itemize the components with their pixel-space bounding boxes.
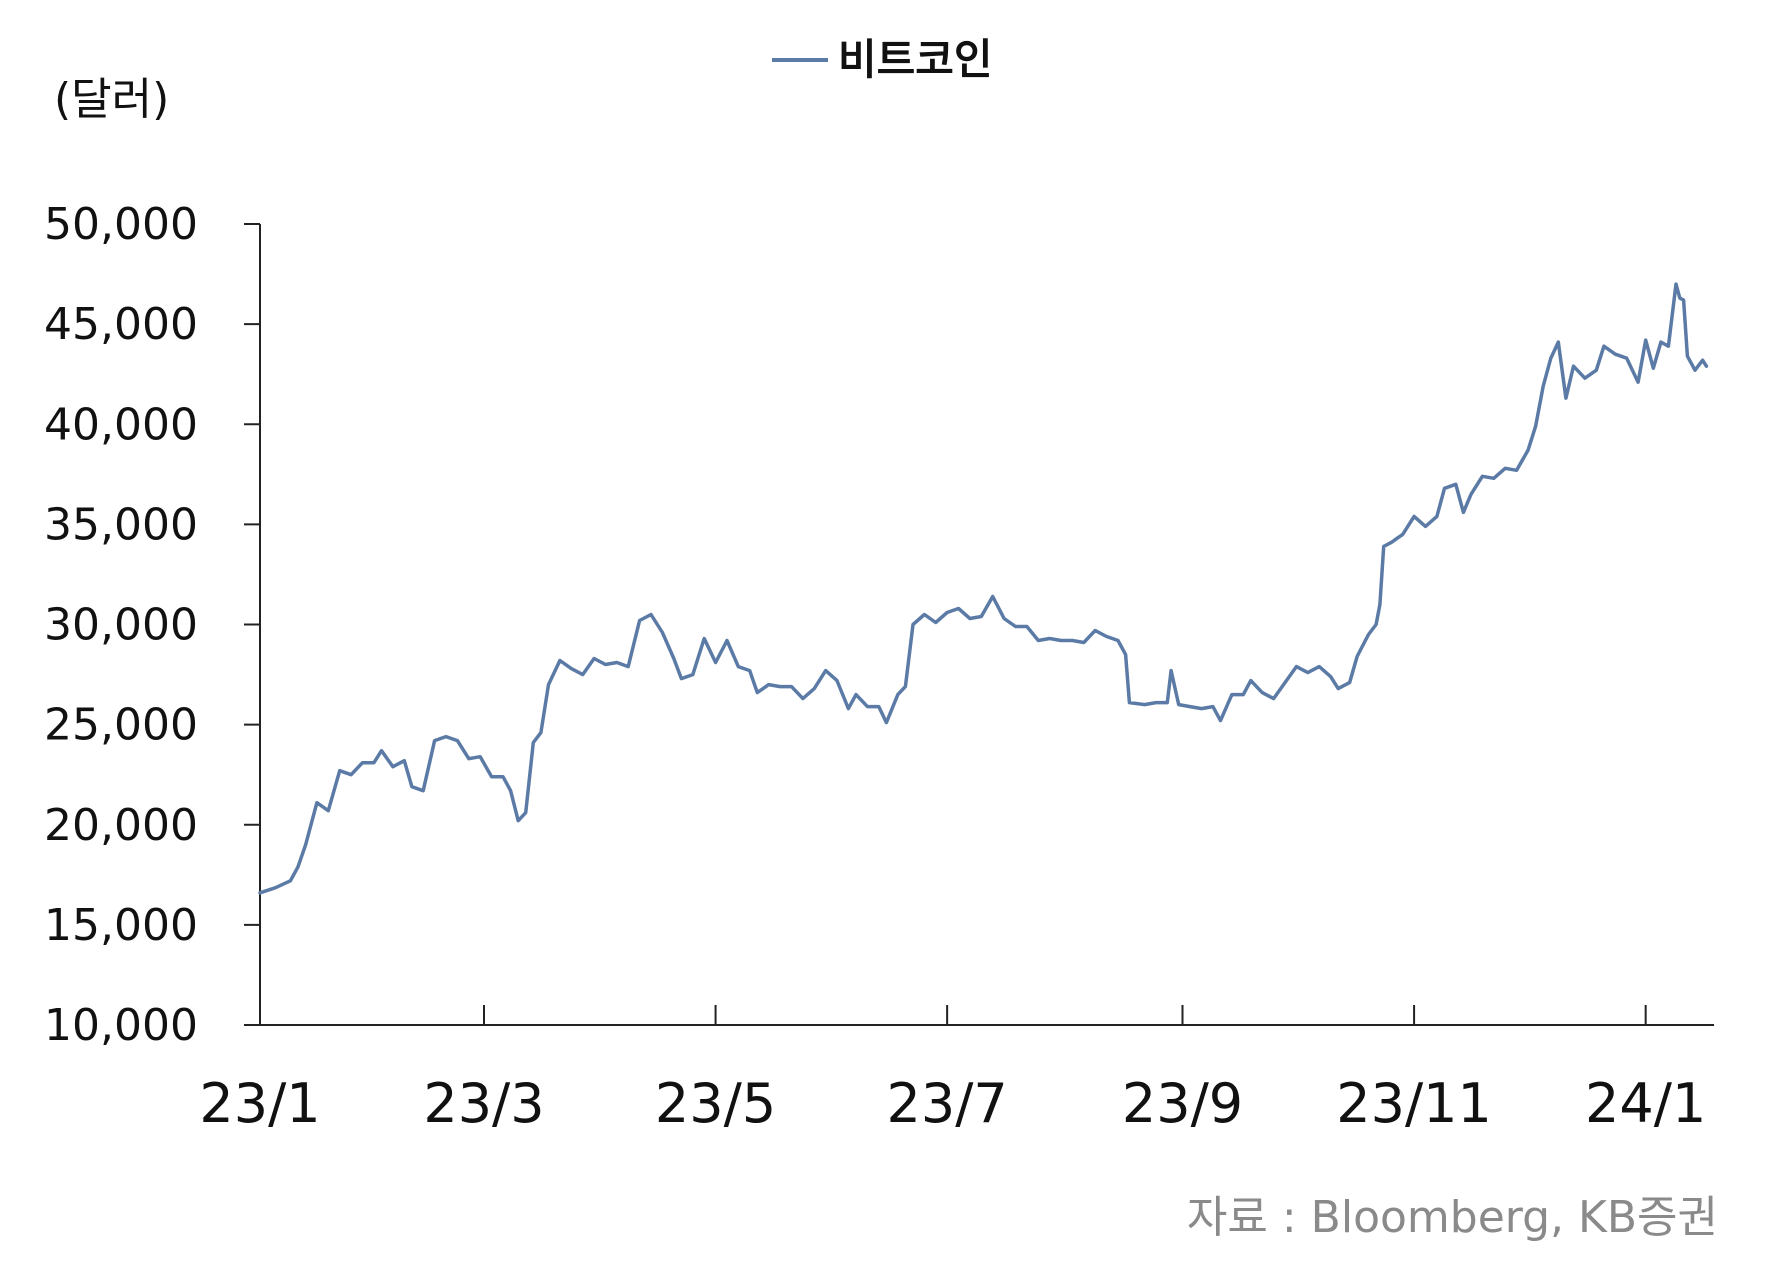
y-axis-ticks: 10,000 15,000 20,000 25,000 30,000 35,000 40,0… — [44, 199, 260, 1051]
x-tick-label: 23/1 — [199, 1072, 320, 1135]
y-tick-label: 15,000 — [44, 900, 198, 951]
legend: 비트코인 — [772, 35, 993, 84]
y-tick-label: 25,000 — [44, 700, 198, 751]
series-line-bitcoin — [258, 282, 1709, 895]
y-tick-label: 35,000 — [44, 499, 198, 550]
x-tick-label: 23/7 — [887, 1072, 1008, 1135]
x-tick-label: 23/3 — [423, 1072, 544, 1135]
x-axis-ticks: 23/1 23/3 23/5 23/7 23/9 23/11 24/1 — [199, 1005, 1706, 1135]
y-tick-label: 20,000 — [44, 800, 198, 851]
x-tick-label: 23/9 — [1122, 1072, 1243, 1135]
y-axis-unit-label: (달러) — [54, 74, 169, 125]
source-note: 자료 : Bloomberg, KB증권 — [1187, 1192, 1718, 1243]
x-tick-label: 23/5 — [655, 1072, 776, 1135]
y-tick-label: 45,000 — [44, 299, 198, 350]
y-tick-label: 10,000 — [44, 1000, 198, 1051]
y-tick-label: 30,000 — [44, 600, 198, 651]
x-tick-label: 24/1 — [1585, 1072, 1706, 1135]
x-tick-label: 23/11 — [1336, 1072, 1492, 1135]
y-tick-label: 40,000 — [44, 399, 198, 450]
legend-label-bitcoin: 비트코인 — [838, 35, 993, 84]
y-tick-label: 50,000 — [44, 199, 198, 250]
